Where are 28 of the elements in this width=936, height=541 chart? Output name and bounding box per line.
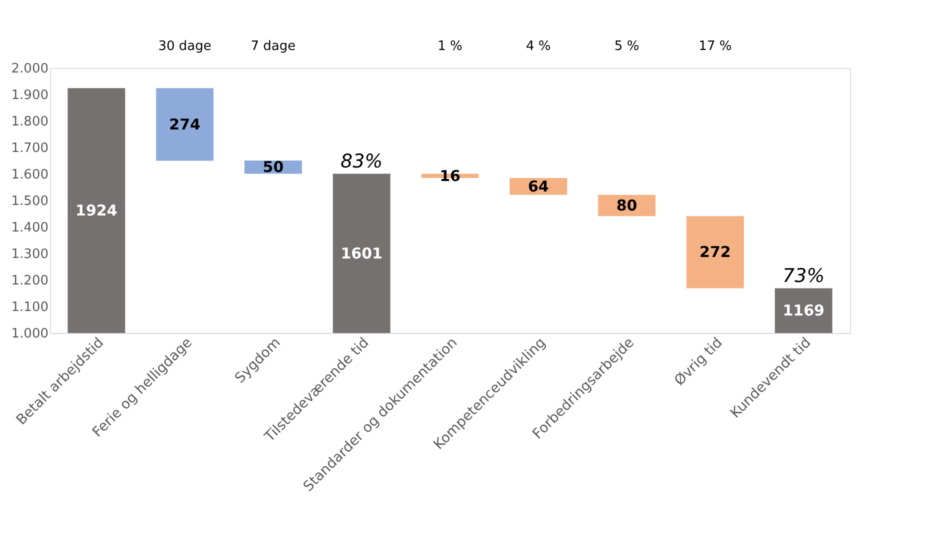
y-tick-label: 1.100: [11, 300, 48, 315]
data-label: 16: [440, 166, 460, 185]
y-tick-label: 1.700: [11, 141, 48, 156]
y-tick-label: 1.600: [11, 168, 48, 182]
y-tick-label: 1.000: [11, 326, 48, 342]
data-label: 1924: [76, 202, 118, 220]
annotation: 83%: [340, 150, 383, 173]
y-tick-label: 1.900: [11, 88, 48, 103]
y-tick-label: 2.000: [11, 62, 48, 76]
text: 1 %: [438, 39, 462, 54]
data-label: 64: [528, 177, 549, 196]
data-label: 80: [616, 196, 638, 215]
y-tick-label: 1.300: [11, 247, 48, 262]
data-label: 274: [169, 115, 200, 134]
text: 7 dage: [250, 39, 296, 54]
y-tick-label: 1.800: [11, 114, 48, 130]
text: 5 %: [614, 39, 640, 54]
text: 4 %: [526, 39, 551, 54]
y-tick-label: 1.500: [11, 194, 48, 209]
data-label: 50: [262, 158, 284, 176]
data-label: 1169: [782, 302, 824, 320]
data-label: 272: [700, 243, 731, 262]
y-tick-label: 1.400: [11, 220, 48, 236]
text: 17 %: [698, 39, 732, 54]
annotation: 73%: [782, 265, 825, 288]
y-tick-label: 1.200: [11, 274, 48, 288]
text: 30 dage: [158, 39, 212, 54]
data-label: 1601: [340, 244, 382, 262]
